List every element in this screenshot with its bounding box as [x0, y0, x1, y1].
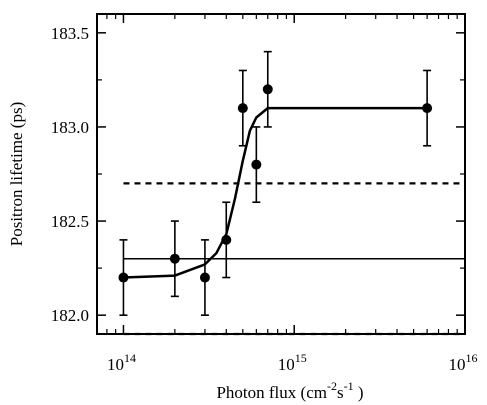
y-tick-label-0: 182.0	[51, 306, 89, 325]
y-tick-label-3: 183.5	[51, 24, 89, 43]
data-point-3	[221, 234, 232, 245]
data-point-1	[169, 253, 180, 264]
data-point-2	[199, 272, 210, 283]
fit-curve	[123, 106, 428, 279]
plot-frame	[96, 13, 466, 335]
x-axis-title: Photon flux (cm-2s-1 )	[216, 379, 363, 402]
data-point-0	[118, 272, 129, 283]
y-tick-label-2: 183.0	[51, 118, 89, 137]
x-tick-label-1: 1015	[278, 351, 307, 374]
axis-tick-labels: 182.0 182.5 183.0 183.5 1014 1015 1016	[51, 24, 478, 374]
data-point-4	[237, 103, 248, 114]
data-point-7	[422, 103, 433, 114]
chart-marks	[118, 50, 465, 336]
axis-ticks	[96, 14, 466, 334]
data-point-6	[262, 84, 273, 95]
x-tick-label-0: 1014	[107, 351, 136, 374]
data-point-5	[251, 159, 262, 170]
x-tick-label-2: 1016	[449, 351, 478, 374]
y-tick-label-1: 182.5	[51, 212, 89, 231]
y-axis-title: Positron lifetime (ps)	[7, 102, 26, 246]
